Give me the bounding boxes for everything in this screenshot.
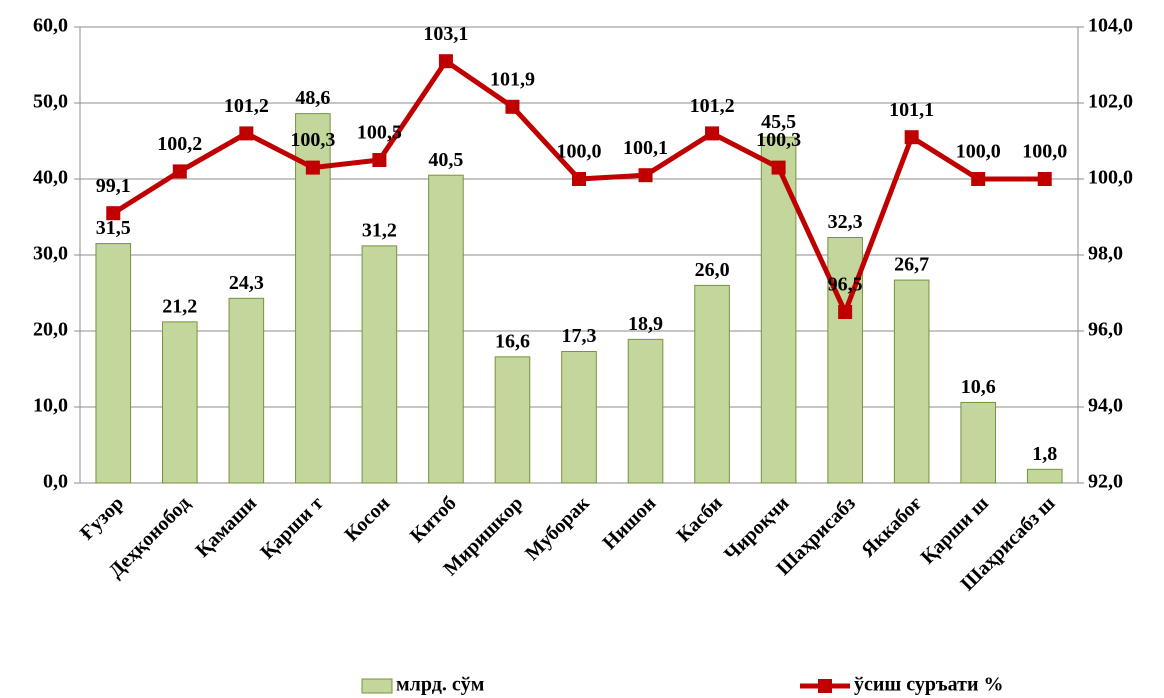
legend-swatch xyxy=(818,679,832,693)
line-value-label: 100,0 xyxy=(1022,141,1067,163)
bar xyxy=(162,321,198,484)
line-value-label: 100,3 xyxy=(290,129,335,151)
line-value-label: 100,0 xyxy=(557,141,602,163)
line-marker xyxy=(705,126,720,141)
line-value-label: 100,1 xyxy=(623,137,668,159)
y2-tick-label: 94,0 xyxy=(1088,395,1123,417)
bar-value-label: 31,2 xyxy=(362,219,397,241)
bar-value-label: 31,5 xyxy=(96,217,131,239)
line-value-label: 101,1 xyxy=(889,99,934,121)
y-tick-label: 50,0 xyxy=(33,91,68,113)
bar xyxy=(428,174,464,484)
bar xyxy=(361,245,398,484)
bar xyxy=(494,356,531,484)
line-marker xyxy=(239,126,254,141)
y2-tick-label: 92,0 xyxy=(1088,471,1123,493)
y2-tick-label: 96,0 xyxy=(1088,319,1123,341)
line-value-label: 99,1 xyxy=(96,175,131,197)
line-value-label: 96,5 xyxy=(828,274,863,296)
line-value-label: 100,5 xyxy=(357,122,402,144)
line-value-label: 100,3 xyxy=(756,129,801,151)
bar-value-label: 32,3 xyxy=(828,211,863,233)
legend-label: млрд. сўм xyxy=(396,674,484,696)
x-tick-label: Нишон xyxy=(598,492,660,554)
y2-tick-label: 98,0 xyxy=(1088,243,1123,265)
bar-value-label: 21,2 xyxy=(162,295,197,317)
line-value-label: 100,0 xyxy=(956,141,1001,163)
x-tick-label: Қамаши xyxy=(192,492,262,562)
bar xyxy=(694,284,730,484)
bar-value-label: 48,6 xyxy=(295,87,330,109)
line-marker xyxy=(572,172,586,186)
bar xyxy=(228,297,265,484)
y2-tick-label: 102,0 xyxy=(1088,91,1133,113)
bar-value-label: 40,5 xyxy=(428,149,463,171)
y-tick-label: 0,0 xyxy=(43,471,68,493)
line-marker xyxy=(838,305,853,319)
line-value-label: 101,9 xyxy=(490,68,535,90)
line-marker xyxy=(172,164,187,179)
bar-value-label: 45,5 xyxy=(761,111,796,133)
line-value-label: 103,1 xyxy=(423,23,468,45)
line-marker xyxy=(904,130,919,145)
line-value-label: 101,2 xyxy=(690,95,735,117)
line-marker xyxy=(106,206,121,221)
y-tick-label: 40,0 xyxy=(33,167,68,189)
line-marker xyxy=(971,172,986,186)
bar xyxy=(627,338,664,484)
bar xyxy=(1026,468,1063,484)
line-marker xyxy=(638,168,653,183)
line-marker xyxy=(771,160,786,175)
line-value-label: 101,2 xyxy=(224,95,269,117)
line-value-label: 100,2 xyxy=(157,133,202,155)
legend-swatch xyxy=(361,678,393,694)
line-marker xyxy=(438,54,453,69)
y-tick-label: 20,0 xyxy=(33,319,68,341)
y2-tick-label: 100,0 xyxy=(1088,167,1133,189)
x-tick-label: Касби xyxy=(672,492,726,546)
bar xyxy=(95,243,132,484)
bar xyxy=(893,279,930,484)
y-tick-label: 30,0 xyxy=(33,243,68,265)
bar-value-label: 26,7 xyxy=(894,254,929,276)
x-tick-label: Китоб xyxy=(406,492,461,547)
line-marker xyxy=(505,99,520,114)
bar xyxy=(295,113,331,484)
legend-label: ўсиш суръати % xyxy=(854,674,1004,696)
y2-tick-label: 104,0 xyxy=(1088,15,1133,37)
x-tick-label: Косон xyxy=(341,492,395,546)
bar-value-label: 1,8 xyxy=(1032,443,1057,465)
x-tick-label: Муборак xyxy=(521,492,594,565)
bar-value-label: 17,3 xyxy=(562,325,597,347)
bar xyxy=(960,401,996,484)
x-tick-label: Ғузор xyxy=(76,492,128,544)
bar-value-label: 26,0 xyxy=(695,259,730,281)
line-marker xyxy=(1037,172,1052,186)
bar-value-label: 10,6 xyxy=(961,376,996,398)
bar-value-label: 18,9 xyxy=(628,313,663,335)
bar-value-label: 24,3 xyxy=(229,272,264,294)
y-tick-label: 10,0 xyxy=(33,395,68,417)
line-marker xyxy=(372,153,387,167)
line-marker xyxy=(305,160,320,175)
bar-value-label: 16,6 xyxy=(495,330,530,352)
x-tick-label: Қарши т xyxy=(256,492,327,563)
x-tick-label: Яккабоғ xyxy=(857,492,926,561)
bar xyxy=(561,351,597,484)
y-tick-label: 60,0 xyxy=(33,15,68,37)
